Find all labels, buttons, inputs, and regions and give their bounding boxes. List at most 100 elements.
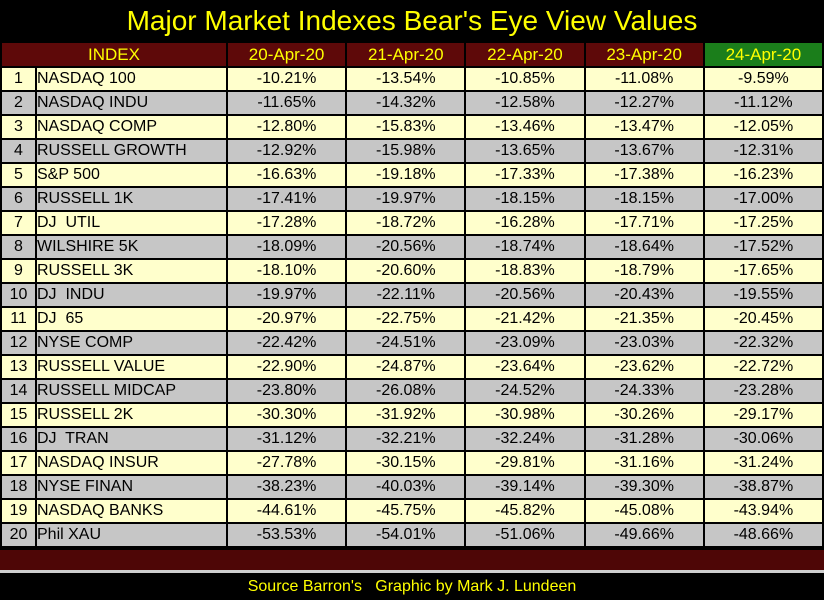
value-cell: -29.17% [702, 402, 824, 428]
table-row: 13 RUSSELL VALUE -22.90% -24.87% -23.64% -23.… [0, 354, 824, 380]
value-cell: -17.65% [702, 258, 824, 284]
row-number: 1 [0, 66, 37, 92]
value-cell: -11.65% [225, 90, 348, 116]
value-cell: -20.45% [702, 306, 824, 332]
table-row: 1 NASDAQ 100 -10.21% -13.54% -10.85% -11.08% -… [0, 66, 824, 92]
table-row: 17 NASDAQ INSUR -27.78% -30.15% -29.81% -31.1… [0, 450, 824, 476]
value-cell: -17.71% [583, 210, 705, 236]
value-cell: -22.42% [225, 330, 348, 356]
value-cell: -13.65% [464, 138, 586, 164]
value-cell: -16.23% [702, 162, 824, 188]
value-cell: -17.41% [225, 186, 348, 212]
value-cell: -18.79% [583, 258, 705, 284]
value-cell: -24.33% [583, 378, 705, 404]
row-number: 8 [0, 234, 37, 260]
value-cell: -31.28% [583, 426, 705, 452]
value-cell: -30.26% [583, 402, 705, 428]
value-cell: -18.10% [225, 258, 348, 284]
value-cell: -44.61% [225, 498, 348, 524]
index-name: NYSE FINAN [35, 474, 228, 500]
value-cell: -13.54% [345, 66, 467, 92]
value-cell: -12.80% [225, 114, 348, 140]
table-row: 3 NASDAQ COMP -12.80% -15.83% -13.46% -13.47%… [0, 114, 824, 140]
table-row: 12 NYSE COMP -22.42% -24.51% -23.09% -23.03% -… [0, 330, 824, 356]
value-cell: -22.72% [702, 354, 824, 380]
value-cell: -32.21% [345, 426, 467, 452]
value-cell: -21.42% [464, 306, 586, 332]
value-cell: -18.15% [464, 186, 586, 212]
index-name: RUSSELL 3K [35, 258, 228, 284]
table-row: 7 DJ UTIL -17.28% -18.72% -16.28% -17.71% -17.… [0, 210, 824, 236]
value-cell: -18.83% [464, 258, 586, 284]
value-cell: -22.11% [345, 282, 467, 308]
row-number: 13 [0, 354, 37, 380]
value-cell: -12.58% [464, 90, 586, 116]
value-cell: -20.97% [225, 306, 348, 332]
table-row: 4 RUSSELL GROWTH -12.92% -15.98% -13.65% -13.… [0, 138, 824, 164]
value-cell: -29.81% [464, 450, 586, 476]
table-row: 15 RUSSELL 2K -30.30% -31.92% -30.98% -30.26%… [0, 402, 824, 428]
value-cell: -15.83% [345, 114, 467, 140]
index-name: WILSHIRE 5K [35, 234, 228, 260]
index-name: NASDAQ 100 [35, 66, 228, 92]
value-cell: -32.24% [464, 426, 586, 452]
index-name: RUSSELL GROWTH [35, 138, 228, 164]
value-cell: -12.31% [702, 138, 824, 164]
value-cell: -19.55% [702, 282, 824, 308]
value-cell: -10.85% [464, 66, 586, 92]
value-cell: -13.46% [464, 114, 586, 140]
row-number: 7 [0, 210, 37, 236]
value-cell: -31.12% [225, 426, 348, 452]
footer-divider-bar [0, 550, 824, 573]
index-name: NASDAQ INSUR [35, 450, 228, 476]
value-cell: -43.94% [702, 498, 824, 524]
value-cell: -23.80% [225, 378, 348, 404]
value-cell: -23.03% [583, 330, 705, 356]
value-cell: -24.52% [464, 378, 586, 404]
value-cell: -24.51% [345, 330, 467, 356]
value-cell: -20.60% [345, 258, 467, 284]
value-cell: -38.87% [702, 474, 824, 500]
value-cell: -51.06% [464, 522, 586, 548]
value-cell: -17.33% [464, 162, 586, 188]
value-cell: -20.56% [464, 282, 586, 308]
index-name: NASDAQ BANKS [35, 498, 228, 524]
index-column-header: INDEX [0, 41, 228, 68]
value-cell: -23.62% [583, 354, 705, 380]
value-cell: -38.23% [225, 474, 348, 500]
table-row: 20 Phil XAU -53.53% -54.01% -51.06% -49.66% -4… [0, 522, 824, 548]
table-row: 9 RUSSELL 3K -18.10% -20.60% -18.83% -18.79% -… [0, 258, 824, 284]
table-row: 8 WILSHIRE 5K -18.09% -20.56% -18.74% -18.64%… [0, 234, 824, 260]
index-name: Phil XAU [35, 522, 228, 548]
row-number: 15 [0, 402, 37, 428]
date-column-header: 20-Apr-20 [225, 41, 348, 68]
value-cell: -17.25% [702, 210, 824, 236]
value-cell: -19.97% [345, 186, 467, 212]
value-cell: -11.12% [702, 90, 824, 116]
value-cell: -15.98% [345, 138, 467, 164]
date-column-header: 22-Apr-20 [464, 41, 586, 68]
row-number: 3 [0, 114, 37, 140]
index-name: NASDAQ COMP [35, 114, 228, 140]
value-cell: -20.43% [583, 282, 705, 308]
value-cell: -9.59% [702, 66, 824, 92]
index-name: DJ INDU [35, 282, 228, 308]
value-cell: -17.00% [702, 186, 824, 212]
value-cell: -31.92% [345, 402, 467, 428]
value-cell: -39.30% [583, 474, 705, 500]
value-cell: -12.27% [583, 90, 705, 116]
value-cell: -10.21% [225, 66, 348, 92]
index-name: NASDAQ INDU [35, 90, 228, 116]
value-cell: -18.09% [225, 234, 348, 260]
index-name: DJ UTIL [35, 210, 228, 236]
footer-credit: Source Barron's Graphic by Mark J. Lunde… [247, 578, 577, 595]
table-row: 19 NASDAQ BANKS -44.61% -45.75% -45.82% -45.0… [0, 498, 824, 524]
value-cell: -30.06% [702, 426, 824, 452]
row-number: 4 [0, 138, 37, 164]
value-cell: -31.24% [702, 450, 824, 476]
value-cell: -23.64% [464, 354, 586, 380]
value-cell: -48.66% [702, 522, 824, 548]
value-cell: -17.28% [225, 210, 348, 236]
value-cell: -26.08% [345, 378, 467, 404]
value-cell: -13.67% [583, 138, 705, 164]
